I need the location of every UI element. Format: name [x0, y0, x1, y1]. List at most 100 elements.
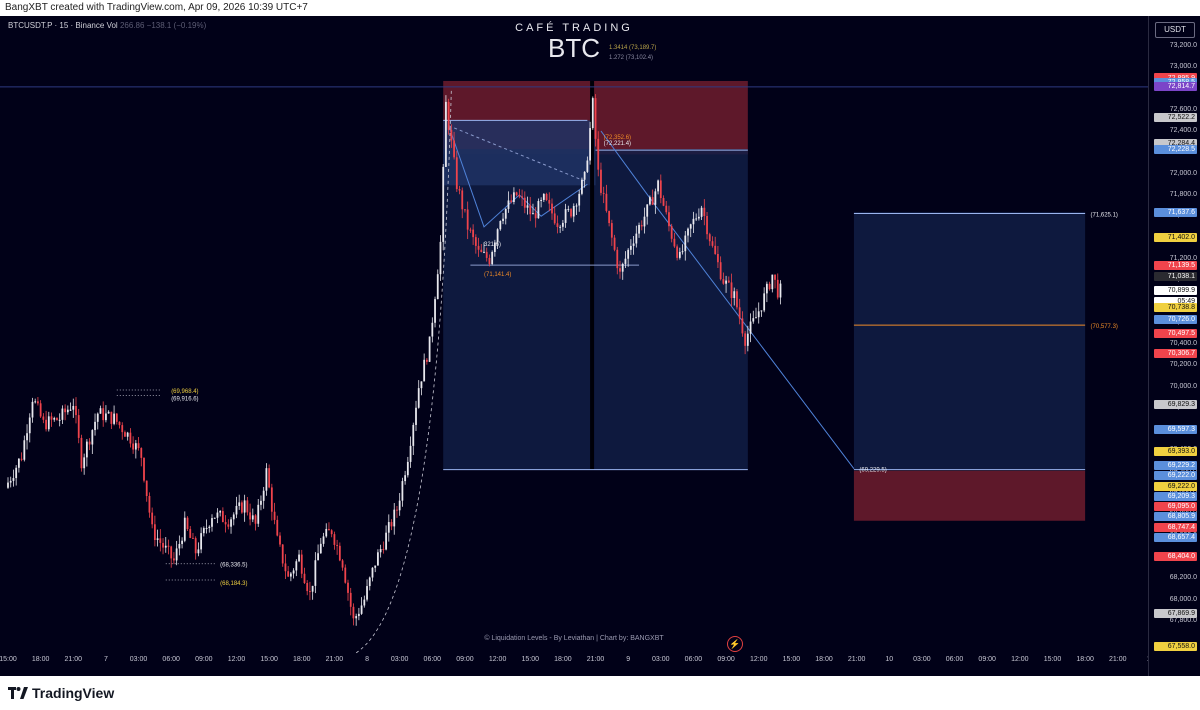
candle-body: [464, 209, 466, 211]
candle-body: [635, 233, 638, 244]
candle-body: [178, 543, 181, 549]
price-tag: 68,404.0: [1154, 552, 1197, 562]
candle-body: [646, 204, 649, 217]
candle-body: [347, 582, 349, 593]
time-tick: 09:00: [717, 656, 735, 663]
symbol-name: BTCUSDT.P · 15 · Binance: [8, 21, 105, 30]
candle-body: [608, 210, 611, 224]
candle-body: [657, 180, 659, 192]
candle-body: [420, 381, 423, 389]
tradingview-logo[interactable]: TradingView: [8, 684, 114, 702]
candle-body: [289, 573, 292, 577]
candle-body: [692, 218, 695, 225]
candle-body: [496, 229, 499, 243]
zone-demand-box: [443, 149, 748, 470]
level-label: (69,916.6): [171, 396, 198, 402]
candle-body: [129, 432, 132, 444]
volume-value: 266.86: [119, 21, 145, 30]
candle-body: [45, 419, 47, 430]
candle-body: [88, 441, 91, 445]
candle-body: [202, 528, 205, 534]
chart-area[interactable]: (72,352.6) (72,221.4) 321.6) (71,141.4) (69,…: [0, 16, 1200, 676]
symbol-legend[interactable]: BTCUSDT.P · 15 · Binance Vol 266.86 −138…: [8, 21, 206, 30]
candle-body: [613, 237, 616, 250]
candle-body: [703, 207, 706, 216]
candle-body: [115, 413, 118, 422]
candle-body: [640, 225, 643, 227]
candle-body: [208, 526, 211, 529]
tradingview-wordmark: TradingView: [32, 685, 115, 701]
price-tick: 68,000.0: [1169, 595, 1197, 603]
price-tick: 70,400.0: [1169, 339, 1197, 347]
candle-body: [260, 500, 262, 505]
time-tick: 18:00: [1076, 656, 1094, 663]
candle-body: [474, 237, 477, 246]
candle-body: [523, 197, 526, 208]
candle-body: [668, 212, 670, 227]
candle-body: [170, 546, 173, 559]
candle-body: [341, 560, 344, 568]
candle-body: [118, 421, 121, 426]
candle-body: [649, 197, 651, 205]
candle-body: [534, 213, 537, 219]
price-tick: 71,800.0: [1169, 190, 1197, 198]
candle-body: [733, 291, 736, 299]
candle-body: [676, 246, 679, 258]
zone-red-zone: [853, 470, 1086, 521]
candle-body: [23, 440, 26, 460]
candle-body: [746, 333, 749, 346]
candle-body: [450, 129, 453, 141]
candle-body: [387, 522, 390, 533]
time-tick: 12:00: [749, 656, 768, 663]
candle-body: [42, 416, 45, 420]
candle-body: [556, 223, 559, 227]
time-tick: 06:00: [945, 656, 964, 663]
time-tick: 12:00: [488, 656, 507, 663]
candle-body: [156, 538, 159, 540]
price-tag: 72,814.7: [1154, 82, 1197, 92]
candle-body: [31, 401, 34, 418]
candle-body: [532, 213, 534, 215]
bolt-icon[interactable]: ⚡: [727, 636, 743, 652]
candle-body: [434, 299, 436, 323]
candle-body: [355, 616, 358, 619]
time-tick: 06:00: [423, 656, 442, 663]
candle-body: [575, 205, 578, 207]
fib-extension-2: 1.272 (73,102.4): [609, 55, 654, 61]
price-tag: 68,747.4: [1154, 522, 1197, 532]
candle-body: [722, 279, 725, 284]
price-tick: 73,000.0: [1169, 63, 1197, 71]
price-chart[interactable]: (72,352.6)(72,221.4) 321.6) (71,141.4) (69,…: [0, 16, 1148, 676]
candle-body: [485, 251, 488, 258]
candle-body: [428, 336, 431, 362]
candle-body: [572, 206, 575, 217]
candle-body: [34, 401, 37, 403]
candle-body: [570, 209, 572, 217]
fib-extension-1: 1.3414 (73,189.7): [609, 45, 657, 51]
candle-body: [295, 561, 298, 571]
candle-body: [249, 512, 251, 520]
level-label: (72,352.6): [604, 135, 631, 141]
time-tick: 06:00: [684, 656, 703, 663]
candle-body: [306, 582, 309, 592]
candle-body: [681, 251, 684, 253]
indicator-credit: © Liquidation Levels - By Leviathan | Ch…: [484, 635, 664, 642]
time-tick: 18:00: [815, 656, 833, 663]
level-label: (69,229.5): [859, 468, 886, 474]
candle-body: [518, 195, 521, 197]
candle-body: [281, 544, 284, 564]
candle-body: [540, 199, 543, 202]
price-tag: 69,829.3: [1154, 400, 1197, 410]
candle-body: [442, 166, 445, 242]
candle-body: [9, 480, 12, 483]
candle-body: [755, 317, 757, 319]
candle-body: [515, 192, 518, 196]
price-axis[interactable]: USDT 73,200.073,000.072,800.072,600.072,…: [1148, 16, 1200, 676]
candle-body: [594, 98, 597, 139]
candle-body: [616, 249, 619, 269]
candle-body: [96, 413, 99, 422]
currency-selector[interactable]: USDT: [1155, 22, 1195, 38]
candle-body: [53, 418, 56, 420]
time-tick: 18:00: [554, 656, 572, 663]
candle-body: [153, 524, 156, 540]
